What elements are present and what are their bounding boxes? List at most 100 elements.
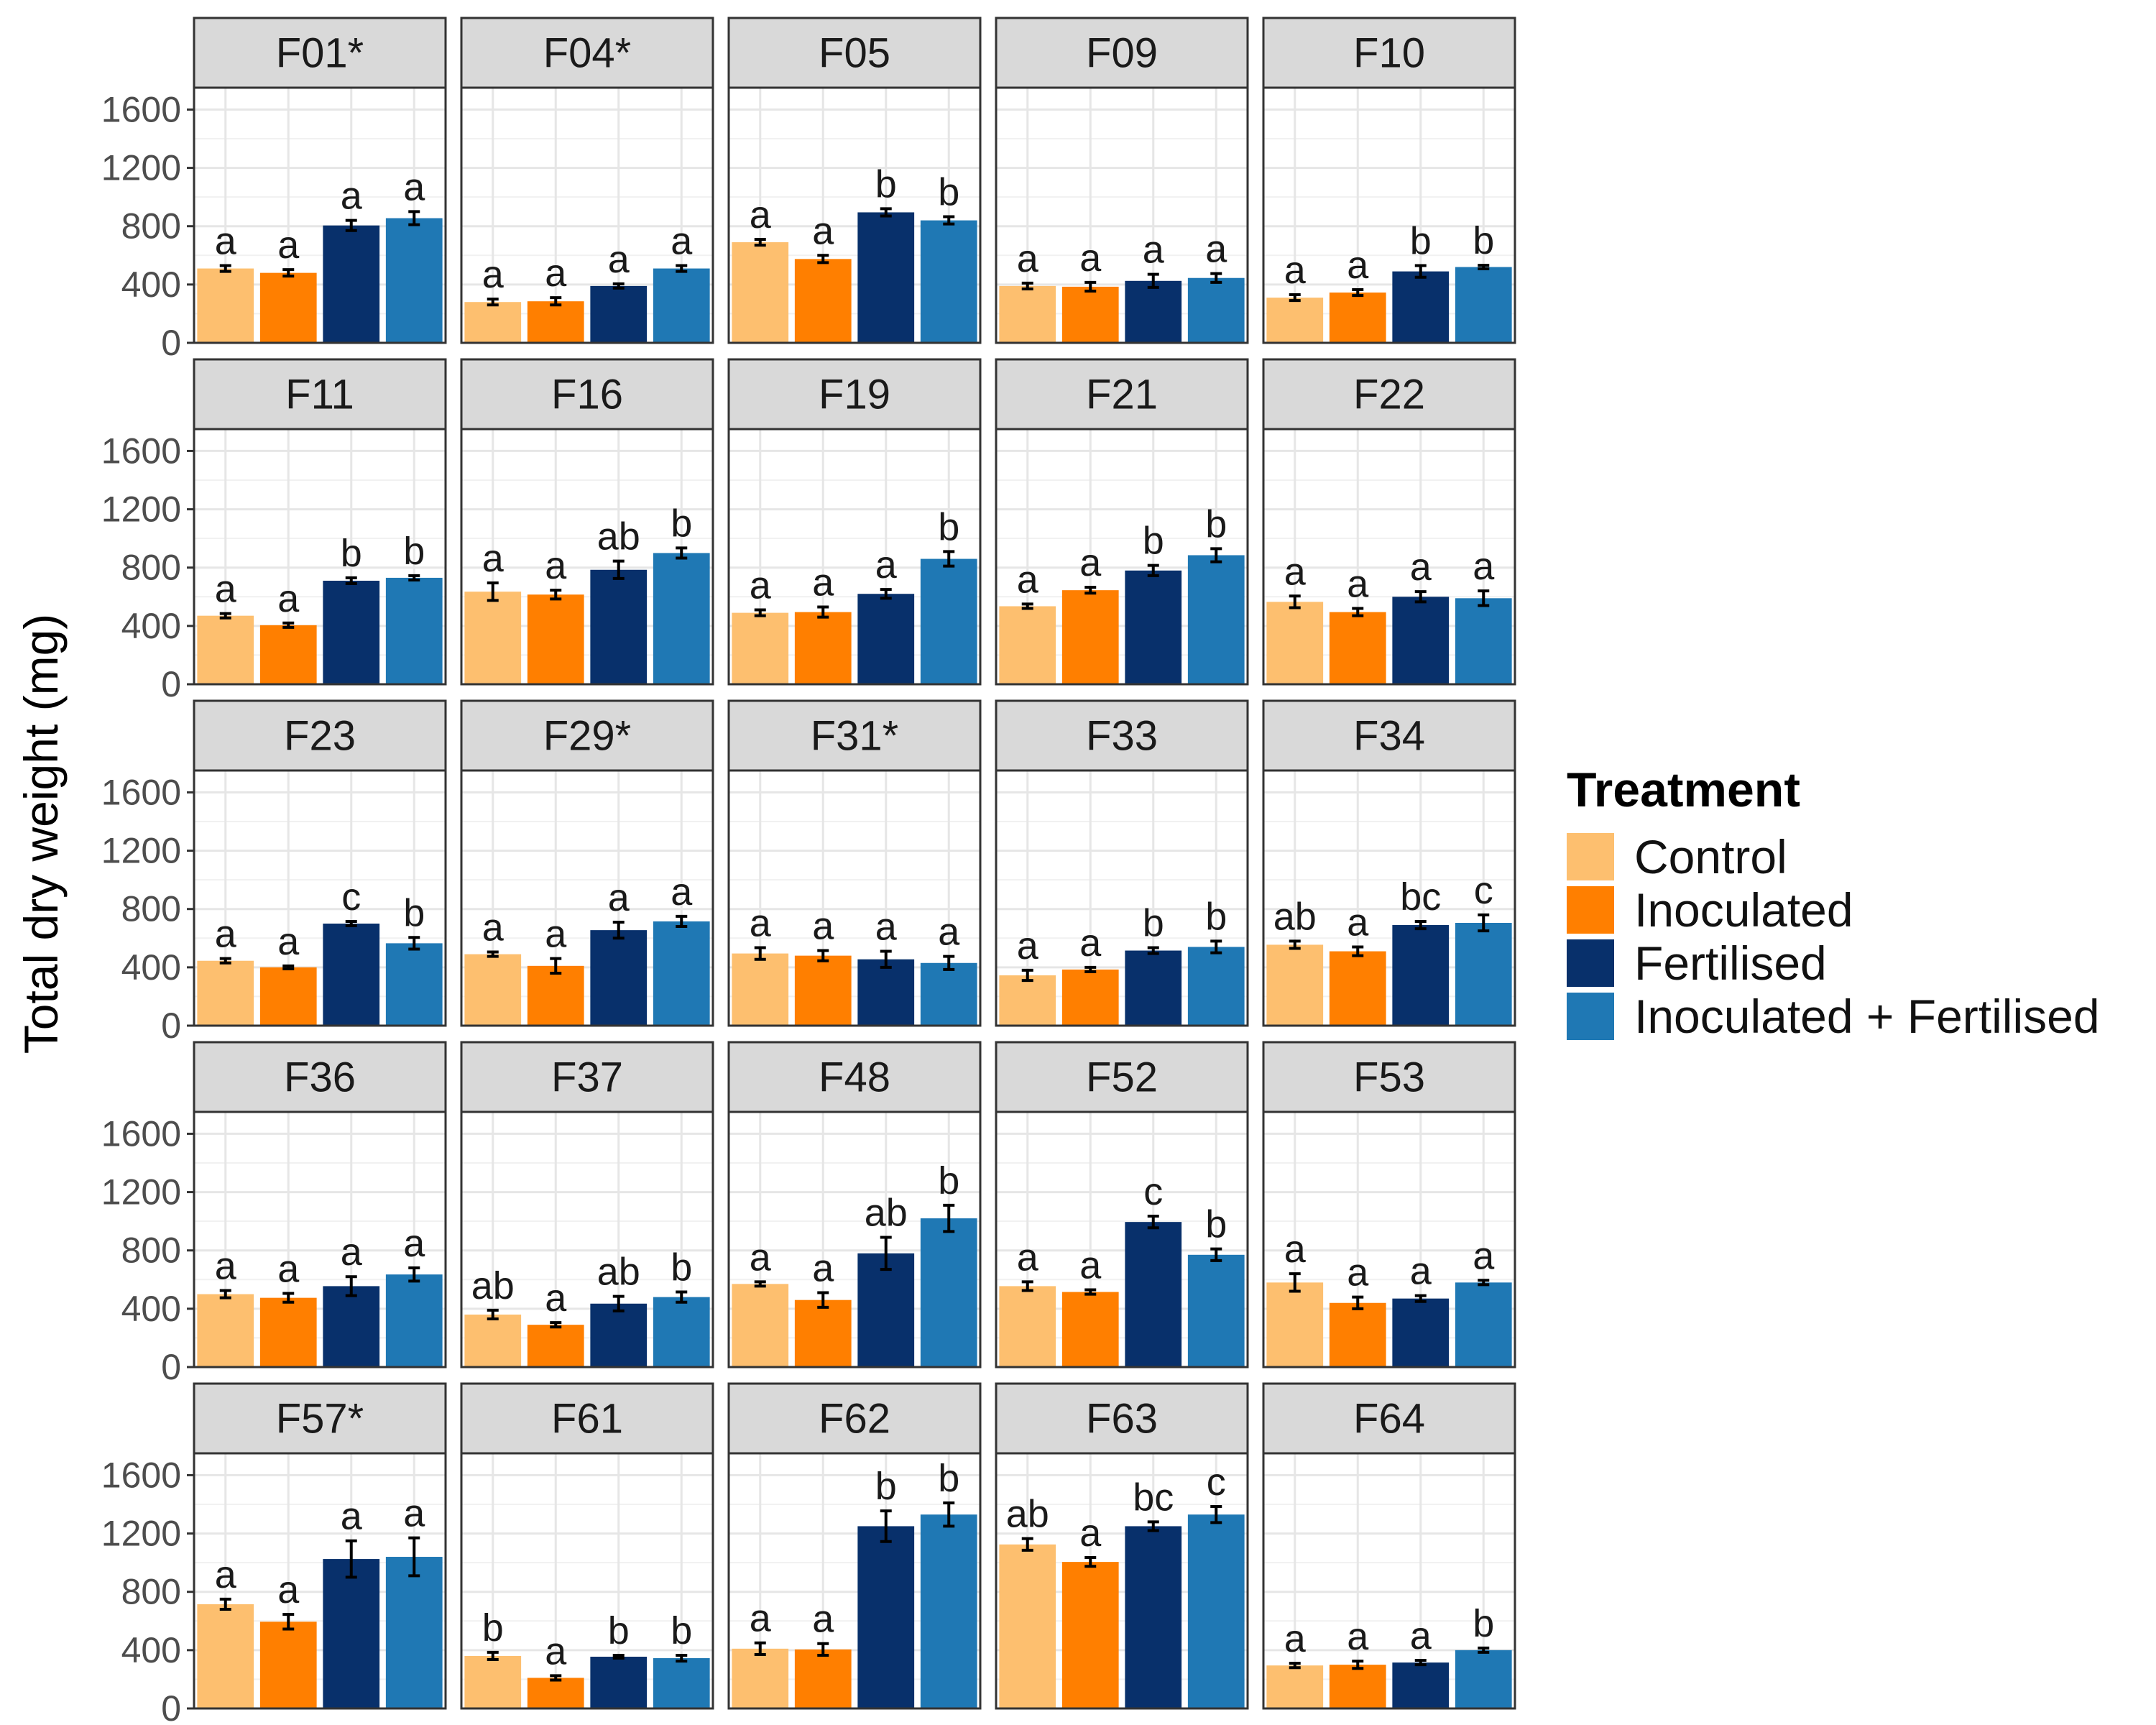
bar [1187,277,1245,343]
facet-strip [727,699,982,772]
facet-title: F34 [1353,713,1425,760]
error-bar [408,1536,420,1578]
facet-strip [995,699,1249,772]
bar [527,965,584,1026]
bar [385,1274,443,1367]
error-bar [1210,939,1222,954]
panel-f63: ab abc c F63 [995,1382,1249,1710]
significance-letter: b [938,505,959,548]
error-bar [219,264,231,273]
significance-letter: b [1205,502,1227,546]
significance-letter: a [215,219,237,262]
bar [857,594,915,684]
significance-letter: b [1410,219,1432,262]
y-tick-label: 1200 [101,831,181,871]
facet-title: F29* [543,713,632,760]
significance-letter: a [341,1495,363,1538]
bar [920,1218,977,1367]
facet-strip [1262,17,1516,89]
error-bar [754,237,766,247]
error-bar [1289,293,1301,303]
facet-title: F53 [1353,1054,1425,1101]
bar [259,967,317,1026]
bar [1455,598,1512,684]
error-bar [487,1308,499,1321]
facet-strip [727,1382,982,1455]
error-bar [1147,564,1159,577]
error-bar [612,282,625,290]
error-bar [219,612,231,620]
y-tick-label: 0 [161,1006,181,1046]
bar [1061,1562,1119,1708]
y-tick-label: 0 [161,1688,181,1725]
facet-title: F63 [1086,1396,1158,1443]
significance-letter: b [1143,901,1164,944]
significance-letter: a [1347,244,1369,287]
significance-letter: b [608,1609,630,1652]
error-bar [345,218,357,232]
bar [323,1286,380,1367]
bar [1266,298,1324,343]
legend-swatch-control [1567,833,1614,880]
y-tick-label: 400 [121,947,181,988]
bar [1187,1514,1245,1708]
bar [1392,597,1450,684]
facet-strip [460,358,714,431]
bar [323,1559,380,1708]
significance-letter: b [403,891,425,934]
bar [999,606,1056,684]
significance-letter: a [1017,558,1039,601]
bar [259,1622,317,1708]
bar [1455,1650,1512,1708]
significance-letter: a [875,906,898,949]
error-bar [943,550,955,568]
bar [197,1294,254,1367]
error-bar [550,957,562,975]
y-tick-label: 1600 [101,89,181,129]
legend: Treatment Control Inoculated Fertilised … [1567,762,2100,1044]
error-bar [1352,607,1364,617]
significance-letter: a [1079,1243,1102,1287]
bar [385,577,443,684]
error-bar [1147,272,1159,289]
y-tick-label: 1600 [101,1455,181,1495]
facet-title: F21 [1086,372,1158,418]
bar [1266,602,1324,684]
facet-title: F11 [285,372,354,418]
facet-strip [995,17,1249,89]
bar [1392,271,1450,343]
error-bar [550,1321,562,1329]
bar [1329,293,1386,343]
error-bar [1289,1272,1301,1293]
significance-letter: c [1143,1170,1163,1213]
significance-letter: a [215,1245,237,1288]
legend-label-control: Control [1634,830,1787,883]
significance-letter: a [403,165,425,208]
error-bar [282,1613,295,1631]
facet-strip [727,17,982,89]
significance-letter: a [750,564,772,607]
error-bar [1021,1280,1033,1292]
error-bar [1289,1662,1301,1670]
significance-letter: a [482,906,505,949]
error-bar [1210,547,1222,564]
bar [999,285,1056,343]
legend-item-control: Control [1567,830,2100,883]
bar [1187,555,1245,684]
y-tick-label: 800 [121,548,181,588]
significance-letter: a [403,1222,425,1265]
significance-letter: a [1017,1236,1039,1279]
significance-letter: c [1474,869,1493,912]
error-bar [612,1294,625,1312]
bar [1329,1302,1386,1367]
bar [323,580,380,684]
error-bar [1147,1520,1159,1532]
